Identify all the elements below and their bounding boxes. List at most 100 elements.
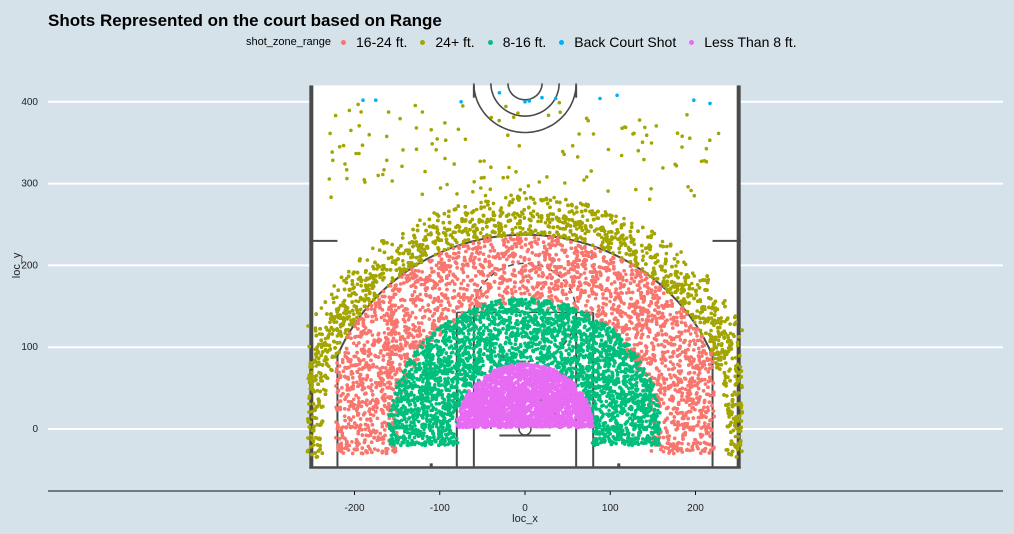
shot-point <box>606 189 610 193</box>
shot-point <box>718 321 723 326</box>
shot-point <box>310 437 314 442</box>
shot-point <box>689 281 694 286</box>
shot-point <box>310 409 314 414</box>
shot-point <box>640 267 645 271</box>
shot-point <box>510 231 515 236</box>
shot-point <box>510 227 515 232</box>
shot-point <box>401 263 406 267</box>
shot-point <box>628 248 632 253</box>
shot-point <box>695 309 699 313</box>
shot-point <box>712 301 716 306</box>
shot-point <box>368 272 373 276</box>
shot-point <box>499 234 504 238</box>
shot-point <box>636 148 641 153</box>
shot-point <box>465 230 470 235</box>
shot-point <box>319 338 324 343</box>
shot-point <box>619 226 624 230</box>
shot-point <box>313 378 317 383</box>
shot-point <box>593 212 597 217</box>
shot-point <box>522 216 527 220</box>
shot-point <box>397 251 402 256</box>
shot-point <box>334 307 339 312</box>
shot-point <box>339 334 344 338</box>
shot-point <box>703 288 707 292</box>
shot-point <box>371 281 375 285</box>
shot-point <box>320 451 325 456</box>
shot-point <box>543 220 548 225</box>
shot-point <box>331 158 335 163</box>
shot-point <box>316 449 321 453</box>
shot-point <box>628 234 633 238</box>
shot-point <box>628 229 633 234</box>
shot-point <box>725 394 729 398</box>
legend-swatch <box>559 39 565 45</box>
shot-point <box>590 243 595 247</box>
shot-point <box>539 214 544 218</box>
shot-point <box>725 339 730 344</box>
shot-point <box>498 208 503 213</box>
shot-point <box>710 306 714 311</box>
shot-point <box>504 214 509 218</box>
shot-point <box>306 448 311 453</box>
shot-point <box>670 279 674 284</box>
shot-point <box>394 258 398 263</box>
shot-point <box>735 417 740 422</box>
shot-point <box>555 200 559 204</box>
shot-point <box>484 220 489 225</box>
shot-point <box>484 199 488 204</box>
shot-point <box>557 100 562 105</box>
half-court-circle-outer <box>473 83 577 134</box>
shot-point <box>728 378 732 383</box>
shot-point <box>436 247 441 251</box>
shot-point <box>668 242 673 247</box>
shot-point <box>712 341 716 345</box>
shot-point <box>314 404 319 409</box>
shot-point <box>479 205 484 209</box>
shot-point <box>650 275 655 279</box>
shot-point <box>719 343 724 348</box>
shot-point <box>669 291 674 296</box>
shot-point <box>509 193 513 198</box>
shot-point <box>320 332 324 337</box>
shot-point <box>429 128 434 132</box>
shot-point <box>355 308 359 313</box>
shot-point <box>622 237 626 242</box>
shot-point <box>307 410 311 414</box>
shot-point <box>676 275 680 280</box>
shot-point <box>589 225 593 229</box>
shot-point <box>308 361 313 365</box>
shot-point <box>580 202 585 207</box>
shot-point <box>734 392 739 397</box>
shot-point <box>480 227 485 231</box>
shot-point <box>583 239 587 244</box>
shot-point <box>491 201 496 206</box>
shot-point <box>737 353 742 358</box>
shot-point <box>716 131 721 136</box>
shot-point <box>687 301 691 305</box>
shot-point <box>331 296 336 301</box>
shot-point <box>319 306 324 310</box>
shot-point <box>442 248 447 252</box>
shot-point <box>732 390 737 394</box>
shot-point <box>673 162 677 167</box>
shot-point <box>350 282 355 287</box>
shot-point <box>565 237 569 241</box>
shot-point <box>732 334 736 339</box>
shot-point <box>390 260 395 265</box>
sideline-right <box>736 85 741 469</box>
shot-point <box>362 299 367 303</box>
shot-point <box>689 313 694 317</box>
shot-point <box>347 269 351 274</box>
shot-point <box>548 198 553 202</box>
shot-point <box>705 280 710 285</box>
shot-point <box>640 140 645 144</box>
shot-point <box>732 322 737 327</box>
shot-point <box>731 403 736 407</box>
shot-point <box>531 197 536 201</box>
legend-item-16-24: 16-24 ft. <box>341 34 407 50</box>
shot-point <box>419 260 424 264</box>
shot-point <box>410 252 415 257</box>
shot-point <box>463 205 468 209</box>
shot-point <box>424 237 428 242</box>
shot-point <box>427 224 432 229</box>
